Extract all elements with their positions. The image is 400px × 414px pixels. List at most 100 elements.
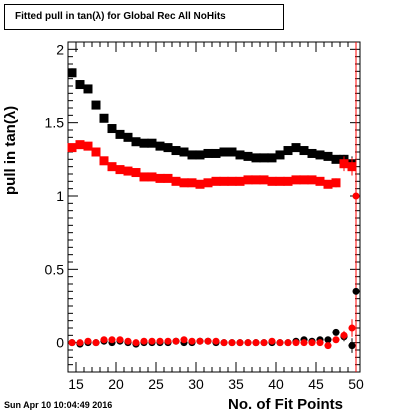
series-3-marker: [164, 337, 172, 345]
series-0-marker: [91, 100, 101, 110]
series-0-marker: [227, 147, 237, 157]
series-0-marker: [107, 124, 117, 134]
plot-frame: [67, 41, 361, 373]
series-1-marker: [211, 176, 221, 186]
series-3-marker: [132, 339, 140, 347]
series-3-marker: [348, 324, 356, 332]
series-1-marker: [115, 165, 125, 175]
series-0-marker: [195, 150, 205, 160]
series-1-marker: [179, 178, 189, 188]
series-1-marker: [267, 176, 277, 186]
series-1-marker: [259, 175, 269, 185]
y-tick-label: 1: [56, 188, 64, 204]
series-0-marker: [219, 147, 229, 157]
series-1-marker: [219, 176, 229, 186]
series-0-marker: [299, 146, 309, 156]
series-1-marker: [83, 141, 93, 151]
series-3-marker: [236, 339, 244, 347]
series-3-marker: [276, 339, 284, 347]
series-1-marker: [227, 176, 237, 186]
series-0-marker: [187, 150, 197, 160]
series-1-marker: [139, 172, 149, 182]
series-3-marker: [84, 337, 92, 345]
x-tick-label: 50: [348, 376, 364, 392]
series-1-marker: [131, 168, 141, 178]
series-1-marker: [163, 173, 173, 183]
series-3-marker: [140, 337, 148, 345]
series-3-marker: [228, 339, 236, 347]
series-3-marker: [292, 339, 300, 347]
series-0-marker: [171, 146, 181, 156]
series-1-marker: [339, 159, 349, 169]
series-3-marker: [212, 337, 220, 345]
series-3-marker: [100, 336, 108, 344]
series-1-marker: [123, 166, 133, 176]
series-3-marker: [220, 339, 228, 347]
series-0-marker: [243, 151, 253, 161]
series-1-marker: [283, 176, 293, 186]
series-3-marker: [68, 339, 76, 347]
series-1-marker: [187, 178, 197, 188]
extra-point-marker: [352, 192, 360, 200]
series-3-marker: [180, 336, 188, 344]
series-1-marker: [251, 175, 261, 185]
series-1-marker: [235, 176, 245, 186]
series-3-marker: [92, 339, 100, 347]
series-3-marker: [308, 339, 316, 347]
series-1-marker: [203, 178, 213, 188]
series-2-marker: [324, 336, 332, 344]
series-0-marker: [323, 151, 333, 161]
extra-point-marker: [352, 287, 360, 295]
series-3-marker: [252, 339, 260, 347]
series-0-marker: [259, 153, 269, 163]
series-1-marker: [155, 173, 165, 183]
series-0-marker: [67, 68, 77, 78]
series-0-marker: [147, 138, 157, 148]
series-0-marker: [83, 84, 93, 94]
series-3-marker: [268, 337, 276, 345]
series-3-marker: [340, 331, 348, 339]
series-1-marker: [67, 143, 77, 153]
chart-title: Fitted pull in tan(λ) for Global Rec All…: [4, 4, 284, 30]
series-0-marker: [235, 150, 245, 160]
series-1-marker: [299, 175, 309, 185]
series-3-marker: [284, 339, 292, 347]
series-0-marker: [123, 132, 133, 142]
series-1-marker: [91, 147, 101, 157]
series-3-marker: [300, 339, 308, 347]
series-1-marker: [323, 179, 333, 189]
y-tick-label: 2: [56, 41, 64, 57]
y-tick-label: 0.5: [45, 261, 65, 277]
series-3-marker: [188, 337, 196, 345]
series-3-marker: [196, 337, 204, 345]
series-0-marker: [203, 148, 213, 158]
series-1-marker: [171, 176, 181, 186]
y-tick-label: 1.5: [45, 115, 65, 131]
series-0-marker: [99, 113, 109, 123]
series-0-marker: [267, 153, 277, 163]
x-tick-label: 45: [308, 376, 324, 392]
x-tick-label: 35: [228, 376, 244, 392]
y-axis-label: pull in tan(λ): [2, 105, 19, 195]
series-0-marker: [251, 153, 261, 163]
series-0-marker: [179, 147, 189, 157]
series-3-marker: [332, 336, 340, 344]
series-1-marker: [195, 179, 205, 189]
series-1-marker: [75, 140, 85, 150]
series-1-marker: [331, 178, 341, 188]
x-axis-label: No. of Fit Points: [228, 396, 343, 413]
series-3-marker: [124, 337, 132, 345]
x-tick-label: 20: [108, 376, 124, 392]
x-tick-label: 40: [268, 376, 284, 392]
series-0-marker: [315, 150, 325, 160]
series-3-marker: [108, 336, 116, 344]
series-2-marker: [332, 328, 340, 336]
series-3-marker: [156, 337, 164, 345]
series-3-marker: [324, 342, 332, 350]
series-1-marker: [291, 175, 301, 185]
series-0-marker: [331, 154, 341, 164]
series-3-marker: [316, 339, 324, 347]
series-0-marker: [211, 148, 221, 158]
x-tick-label: 30: [188, 376, 204, 392]
series-2-marker: [348, 342, 356, 350]
